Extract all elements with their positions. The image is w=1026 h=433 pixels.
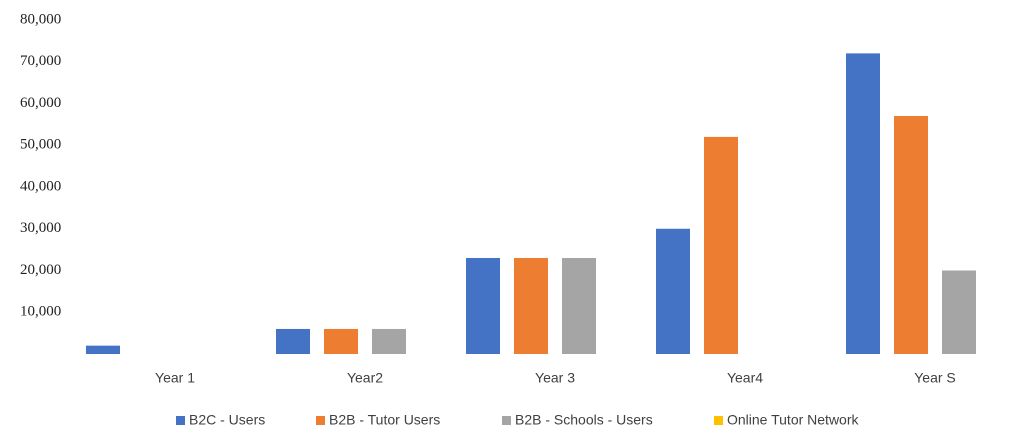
y-tick-label: 40,000: [20, 178, 61, 194]
y-tick-label: 80,000: [20, 11, 61, 27]
y-tick-label: 70,000: [20, 53, 61, 69]
bar: [372, 328, 406, 354]
y-tick-label: 30,000: [20, 220, 61, 236]
y-tick-label: 20,000: [20, 262, 61, 278]
bar: [656, 228, 690, 354]
bar: [86, 345, 120, 354]
legend-swatch: [502, 416, 511, 425]
legend-label: Online Tutor Network: [727, 412, 859, 428]
bar: [894, 116, 928, 355]
bar: [562, 257, 596, 354]
y-tick-label: 10,000: [20, 304, 61, 320]
x-tick-label: Year 1: [155, 370, 195, 386]
legend-label: B2B - Tutor Users: [329, 412, 440, 428]
bar: [324, 328, 358, 354]
x-tick-label: Year 3: [535, 370, 575, 386]
legend-label: B2B - Schools - Users: [515, 412, 653, 428]
y-tick-label: 50,000: [20, 137, 61, 153]
x-tick-label: Year4: [727, 370, 763, 386]
bar: [466, 257, 500, 354]
x-tick-label: Year S: [914, 370, 956, 386]
bar: [942, 270, 976, 354]
legend-swatch: [316, 416, 325, 425]
legend-swatch: [714, 416, 723, 425]
bar: [514, 257, 548, 354]
bar: [846, 53, 880, 355]
bar: [704, 136, 738, 354]
y-tick-label: 60,000: [20, 95, 61, 111]
legend-label: B2C - Users: [189, 412, 265, 428]
bar: [276, 328, 310, 354]
legend-swatch: [176, 416, 185, 425]
x-tick-label: Year2: [347, 370, 383, 386]
